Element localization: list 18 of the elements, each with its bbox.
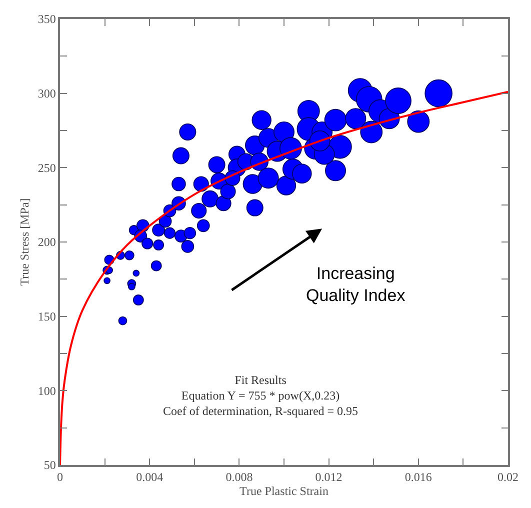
y-tick-label: 350 [38,12,56,26]
x-tick-label: 0.016 [404,470,432,484]
y-tick-label: 250 [38,160,56,175]
annotation: Fit Results Equation Y = 755 * pow(X,0.23) Coef of determination, R-squared = 0.95 [163,373,358,418]
annotation: Increasing Quality Index [306,264,406,306]
x-tick-label: 0.012 [315,470,342,484]
line-series [60,90,508,465]
y-tick-label: 100 [38,384,56,398]
y-tick-label: 200 [38,235,56,250]
y-tick-label: 50 [44,458,56,472]
y-axis-title: True Stress [MPa] [18,198,32,286]
y-tick-label: 300 [38,86,56,101]
x-axis-title: True Plastic Strain [240,484,328,498]
x-tick-label: 0 [57,470,63,484]
x-tick-label: 0.02 [498,470,518,484]
y-tick-label: 150 [38,310,56,324]
x-tick-label: 0.004 [136,470,164,484]
x-tick-label: 0.008 [226,470,253,484]
